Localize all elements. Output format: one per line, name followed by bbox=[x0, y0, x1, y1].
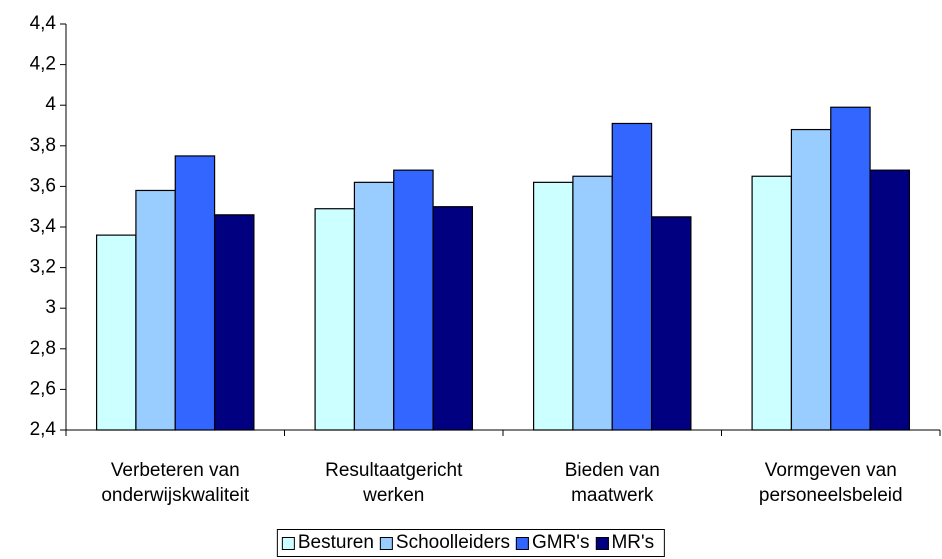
y-tick-label: 3,2 bbox=[30, 257, 56, 278]
legend: Besturen Schoolleiders GMR's MR's bbox=[276, 529, 666, 557]
legend-swatch bbox=[515, 536, 529, 550]
y-tick-label: 4,4 bbox=[30, 13, 57, 34]
bar bbox=[95, 234, 137, 431]
y-tick-label: 4 bbox=[45, 94, 56, 115]
bar bbox=[532, 181, 574, 431]
legend-swatch bbox=[595, 536, 609, 550]
x-tick-label: Verbeteren van onderwijskwaliteit bbox=[101, 460, 250, 506]
y-tick-label: 2,4 bbox=[30, 419, 57, 440]
bar bbox=[830, 106, 871, 431]
bar bbox=[432, 206, 474, 431]
bar bbox=[611, 122, 653, 431]
x-tick-label: Bieden van maatwerk bbox=[564, 460, 660, 506]
x-tick-label: Resultaatgericht werken bbox=[325, 460, 463, 506]
y-tick-label: 3 bbox=[45, 297, 56, 318]
bar bbox=[751, 175, 793, 431]
legend-item: Schoolleiders bbox=[379, 530, 510, 556]
legend-item: Besturen bbox=[281, 530, 374, 556]
x-tick-label: Vormgeven van personeelsbeleid bbox=[758, 460, 903, 506]
legend-label: Besturen bbox=[297, 532, 374, 553]
bar bbox=[790, 128, 832, 431]
bar bbox=[650, 216, 692, 431]
legend-swatch bbox=[379, 536, 393, 550]
bar bbox=[393, 169, 434, 431]
legend-label: Schoolleiders bbox=[395, 532, 510, 553]
bar bbox=[174, 155, 216, 431]
legend-item: GMR's bbox=[515, 530, 590, 556]
bar bbox=[869, 169, 911, 431]
y-tick-label: 3,4 bbox=[30, 216, 57, 237]
y-tick-label: 3,8 bbox=[30, 135, 56, 156]
bar bbox=[135, 189, 176, 431]
y-tick-label: 4,2 bbox=[30, 54, 56, 75]
legend-swatch bbox=[281, 536, 295, 550]
bar bbox=[213, 214, 255, 431]
legend-label: MR's bbox=[611, 532, 655, 553]
y-tick-label: 2,8 bbox=[30, 338, 56, 359]
y-tick-label: 3,6 bbox=[30, 175, 56, 196]
bar bbox=[353, 181, 395, 431]
bar bbox=[314, 208, 356, 431]
bar bbox=[572, 175, 613, 431]
legend-label: GMR's bbox=[531, 532, 590, 553]
legend-item: MR's bbox=[595, 530, 654, 556]
y-tick-label: 2,6 bbox=[30, 378, 56, 399]
